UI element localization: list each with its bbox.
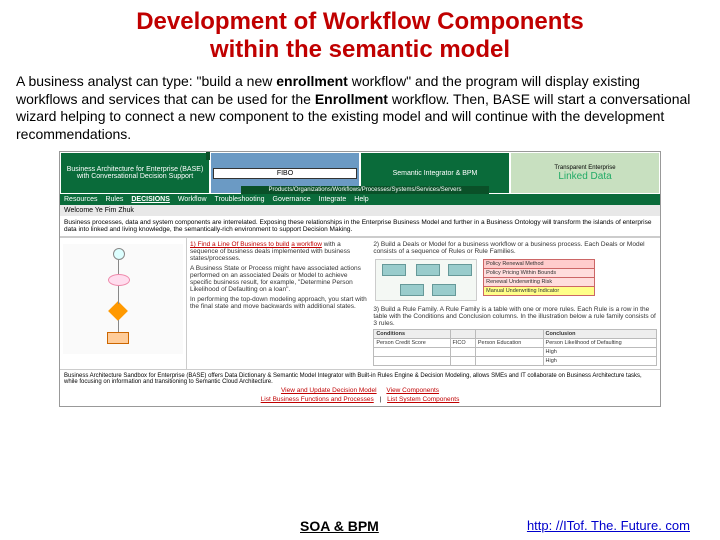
nav-resources[interactable]: Resources: [64, 196, 97, 203]
content-intro: Business processes, data and system comp…: [60, 216, 660, 237]
model-diagram: [375, 259, 477, 301]
footer-links-row1: View and Update Decision Model View Comp…: [64, 387, 656, 394]
title-line2: within the semantic model: [210, 36, 510, 63]
nav-governance[interactable]: Governance: [273, 196, 311, 203]
nav-workflow[interactable]: Workflow: [178, 196, 207, 203]
flow-diagram: [63, 244, 183, 354]
right-column: 1) Find a Line Of Business to build a wo…: [187, 238, 370, 369]
link-view-update[interactable]: View and Update Decision Model: [281, 387, 377, 394]
footer-link[interactable]: http: //ITof. The. Future. com: [527, 518, 690, 534]
screenshot-footer: Business Architecture Sandbox for Enterp…: [60, 369, 660, 406]
nav-decisions[interactable]: DECISIONS: [131, 196, 170, 203]
footer-center: SOA & BPM: [300, 518, 379, 534]
banner-box-transparent: Transparent Enterprise Linked Data: [510, 152, 660, 194]
rule-table: Conditions Conclusion Person Credit Scor…: [373, 329, 657, 366]
step3-text: 3) Build a Rule Family. A Rule Family is…: [373, 306, 657, 327]
footer-links-row2: List Business Functions and Processes | …: [64, 396, 656, 403]
left-column: [60, 238, 187, 369]
link-list-system[interactable]: List System Components: [387, 396, 459, 403]
body-paragraph: A business analyst can type: "build a ne…: [16, 73, 704, 143]
slide-footer: SOA & BPM http: //ITof. The. Future. com: [0, 518, 720, 534]
flow-oval-icon: [108, 274, 130, 286]
slide-title: Development of Workflow Components withi…: [16, 8, 704, 63]
title-line1: Development of Workflow Components: [136, 8, 584, 35]
flow-decision-icon: [108, 301, 128, 321]
nav-help[interactable]: Help: [354, 196, 368, 203]
banner-box-semantic: Semantic Integrator & BPM Products/Organ…: [360, 152, 510, 194]
left-p3: In performing the top-down modeling appr…: [190, 296, 367, 310]
step1-link[interactable]: 1) Find a Line Of Business to build: [190, 241, 289, 248]
welcome-bar: Welcome Ye Fim Zhuk: [60, 205, 660, 216]
step2-text: 2) Build a Deals or Model for a business…: [373, 241, 657, 255]
policy-box: Policy Renewal Method Policy Pricing Wit…: [483, 259, 595, 296]
link-view-components[interactable]: View Components: [386, 387, 439, 394]
flow-start-icon: [113, 248, 125, 260]
banner-strip-2: Products/Organizations/Workflows/Process…: [241, 186, 489, 194]
nav-integrate[interactable]: Integrate: [319, 196, 347, 203]
banner-box-base: Business Architecture for Enterprise (BA…: [60, 152, 210, 194]
link-list-functions[interactable]: List Business Functions and Processes: [261, 396, 374, 403]
embedded-screenshot: Business Architecture for Enterprise (BA…: [59, 151, 661, 407]
nav-troubleshooting[interactable]: Troubleshooting: [215, 196, 265, 203]
nav-tabs: Resources Rules DECISIONS Workflow Troub…: [60, 194, 660, 205]
content-area: 1) Find a Line Of Business to build a wo…: [60, 237, 660, 369]
nav-rules[interactable]: Rules: [105, 196, 123, 203]
far-right-column: 2) Build a Deals or Model for a business…: [370, 238, 660, 369]
flow-process-icon: [107, 332, 129, 344]
left-p2: A Business State or Process might have a…: [190, 265, 367, 293]
banner: Business Architecture for Enterprise (BA…: [60, 152, 660, 194]
